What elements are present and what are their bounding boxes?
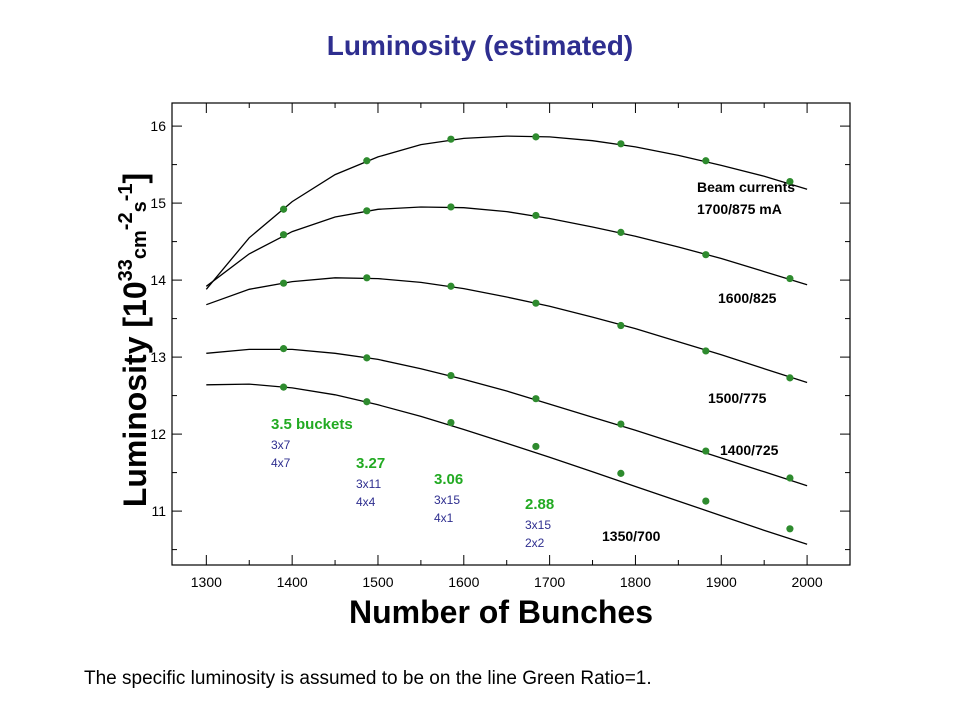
y-tick-label: 11: [151, 503, 166, 519]
data-point: [447, 135, 455, 143]
data-point: [532, 395, 540, 403]
plot-frame: [171, 102, 851, 566]
x-tick-label: 1700: [534, 574, 565, 590]
data-point: [363, 354, 371, 362]
data-point: [363, 398, 371, 406]
slide-title: Luminosity (estimated): [326, 30, 634, 61]
y-axis-label: Luminosity [1033cm-2s-1]: [115, 173, 153, 507]
data-point: [617, 469, 625, 477]
x-tick-label: 1300: [191, 574, 222, 590]
data-point: [532, 133, 540, 141]
data-point: [617, 420, 625, 428]
fit-curves: [205, 135, 808, 545]
data-point: [786, 525, 794, 533]
current-label: 1600/825: [718, 290, 777, 306]
current-label: 1500/775: [708, 390, 767, 406]
bucket-pattern: 3x15: [434, 493, 460, 507]
bucket-pattern: 4x1: [434, 511, 454, 525]
bucket-pattern: 4x4: [356, 495, 376, 509]
fit-curve-2: [205, 206, 808, 287]
y-tick-label: 16: [150, 118, 166, 134]
bucket-pattern: 2x2: [525, 536, 545, 550]
data-point: [279, 231, 288, 239]
data-point: [786, 177, 794, 186]
x-tick-label: 1600: [448, 574, 479, 590]
x-tick-label: 1900: [706, 574, 737, 590]
bucket-pattern: 3x11: [356, 477, 381, 491]
luminosity-chart: 11 12 13 14 15 16 1300 1400 1500 1600 1700 1800 1900…: [115, 102, 851, 630]
bucket-value: 3.5 buckets: [271, 416, 353, 433]
data-point: [617, 228, 625, 236]
x-axis-label: Number of Bunches: [349, 594, 653, 630]
data-point: [363, 274, 371, 282]
x-tick-label: 1500: [362, 574, 393, 590]
bucket-value: 3.06: [434, 471, 463, 488]
data-point: [532, 442, 540, 451]
data-point: [617, 321, 625, 330]
data-point: [279, 345, 288, 353]
current-label: Beam currents: [697, 179, 795, 195]
bucket-value: 3.27: [356, 455, 385, 472]
data-point: [447, 282, 455, 290]
data-point: [279, 279, 288, 287]
y-tick-label: 13: [150, 349, 166, 365]
data-point: [617, 140, 625, 148]
data-point: [702, 157, 710, 165]
data-point: [786, 474, 794, 482]
fit-curve-5: [206, 383, 808, 545]
axes: 11 12 13 14 15 16 1300 1400 1500 1600 1700 1800 1900…: [115, 102, 851, 630]
data-point: [786, 374, 794, 382]
data-point: [702, 251, 710, 259]
y-tick-label: 12: [150, 426, 166, 442]
data-point: [447, 371, 455, 380]
fit-curve-3: [206, 277, 808, 384]
current-label: 1400/725: [720, 442, 779, 458]
y-tick-label: 14: [150, 272, 166, 288]
current-label: 1350/700: [602, 528, 661, 544]
bucket-pattern: 3x7: [271, 438, 291, 452]
data-point: [447, 203, 455, 211]
footer-note: The specific luminosity is assumed to be…: [84, 668, 652, 689]
data-point: [702, 497, 710, 505]
data-point: [786, 274, 794, 283]
x-tick-label: 1400: [277, 574, 308, 590]
data-point: [447, 418, 455, 427]
annotations: Beam currents 1700/875 mA 1600/825 1500/775…: [271, 179, 795, 550]
bucket-pattern: 4x7: [271, 456, 291, 470]
x-tick-label: 1800: [620, 574, 651, 590]
data-point: [279, 383, 288, 391]
data-point: [363, 157, 371, 165]
data-point: [702, 447, 710, 455]
data-point: [363, 207, 371, 215]
bucket-pattern: 3x15: [525, 518, 551, 532]
bucket-value: 2.88: [525, 496, 554, 513]
data-point: [532, 211, 540, 220]
data-point: [702, 347, 710, 355]
data-points: [279, 133, 794, 533]
data-point: [532, 299, 540, 307]
data-point: [279, 205, 288, 213]
y-tick-label: 15: [150, 195, 166, 211]
current-label: 1700/875 mA: [697, 201, 782, 217]
x-tick-label: 2000: [792, 574, 823, 590]
